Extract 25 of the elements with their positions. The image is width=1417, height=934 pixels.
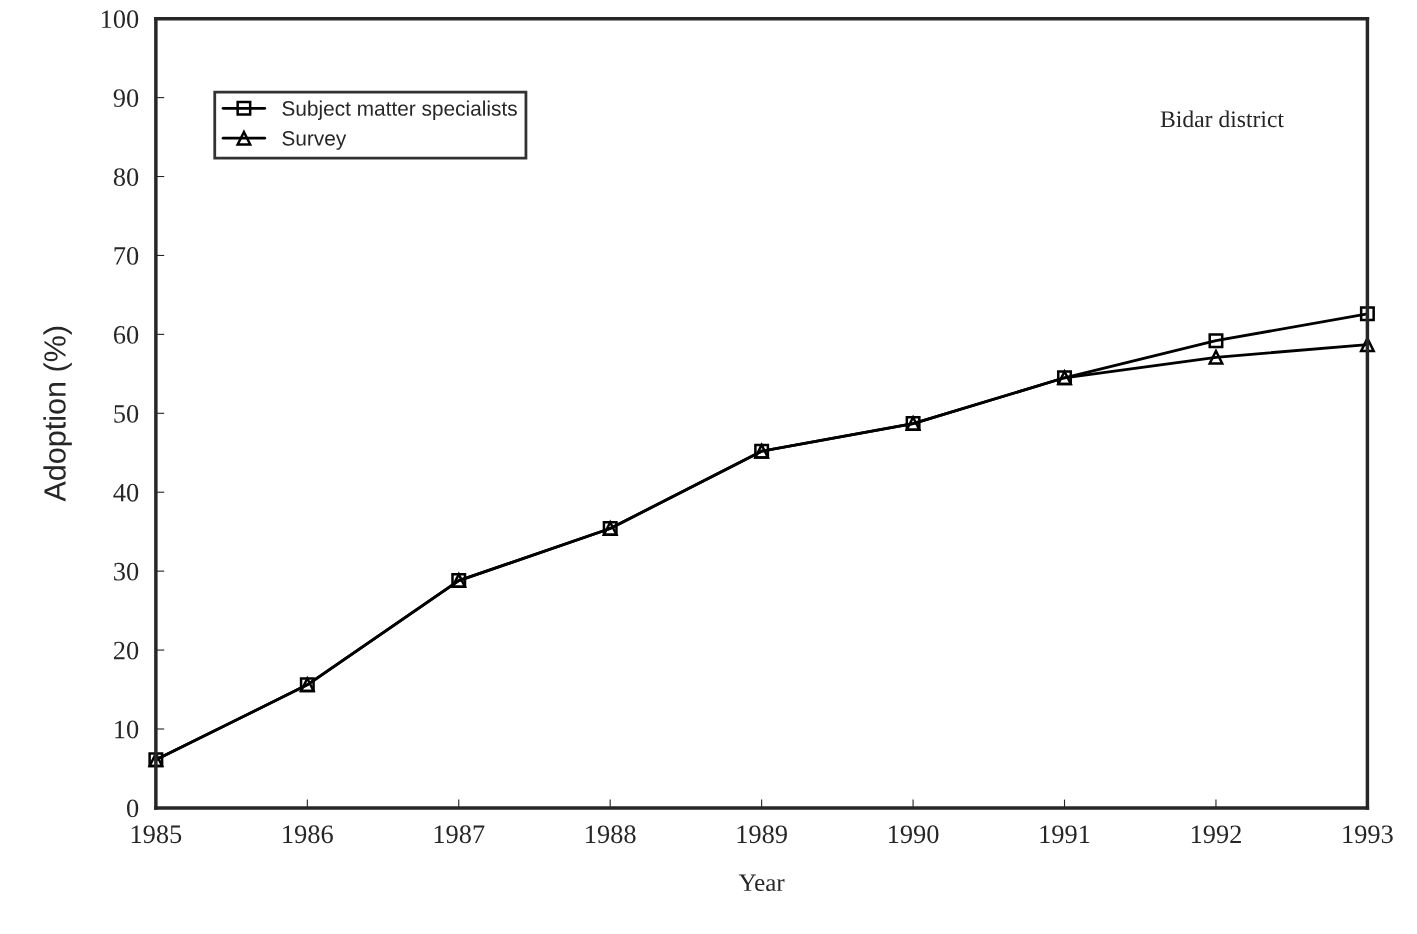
x-tick-label: 1990 (889, 825, 939, 844)
y-tick-label: 0 (127, 799, 139, 818)
x-tick-label: 1989 (737, 825, 787, 844)
y-tick-label: 100 (101, 10, 139, 29)
y-tick-label: 30 (114, 562, 139, 581)
y-tick-label: 90 (113, 89, 139, 108)
y-tick-label: 50 (114, 404, 139, 423)
x-tick-label: 1991 (1040, 825, 1090, 844)
x-tick-label: 1986 (283, 825, 333, 844)
x-tick-label: 1993 (1343, 825, 1393, 844)
annotation: Bidar district (1160, 110, 1284, 128)
x-tick-label: 1985 (131, 825, 182, 844)
y-axis-title: Adoption (%) (43, 326, 72, 502)
x-tick-label: 1992 (1191, 825, 1241, 844)
x-tick-label: 1987 (434, 825, 485, 844)
x-axis-title: Year (738, 874, 785, 892)
legend-label: Subject matter specialists (282, 100, 517, 120)
y-tick-label: 40 (113, 483, 139, 502)
y-tick-label: 60 (113, 325, 139, 344)
y-tick-label: 70 (114, 247, 139, 265)
y-tick-label: 80 (113, 168, 139, 186)
y-tick-label: 10 (115, 720, 139, 739)
y-tick-label: 20 (113, 641, 139, 660)
x-tick-label: 1988 (586, 825, 636, 844)
legend-label: Survey (282, 130, 347, 150)
